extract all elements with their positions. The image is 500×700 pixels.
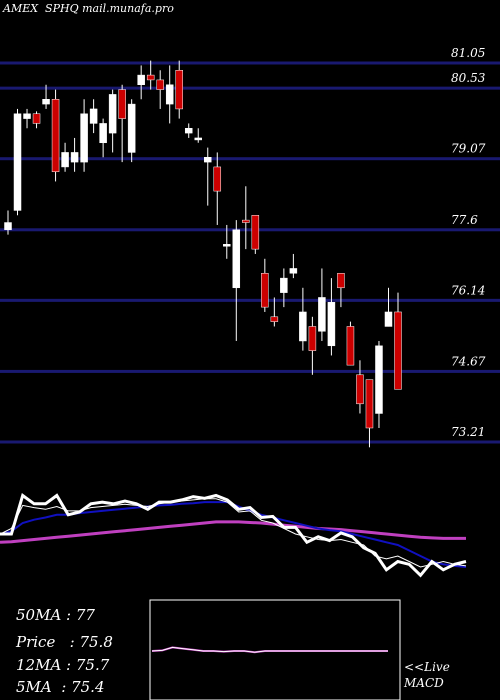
candle-body [108,94,117,134]
candle-body [194,137,202,141]
candle-body [346,326,355,366]
price-level-label: 76.14 [451,283,485,297]
site-label: mail.munafa.pro [82,2,174,15]
price-gridline [0,86,500,90]
ma5-label: 5MA : 75.4 [16,678,105,696]
macd-line [151,646,388,653]
candle-body [251,215,260,250]
candle-body [365,379,374,429]
candle-body [299,311,307,342]
ma12-label: 12MA : 75.7 [16,656,110,674]
candle-body [137,74,145,86]
chart-header: AMEX SPHQ mail.munafa.pro [3,2,174,15]
candle-body [356,374,364,405]
price-gridline [0,228,500,232]
candle-body [337,273,345,289]
price-level-label: 81.05 [451,46,485,60]
candle-body [89,108,98,124]
candle-body [213,166,222,192]
candle-body [127,103,136,153]
candle-body [261,273,269,308]
candle-body [99,123,107,144]
candle-body [13,113,22,211]
price-gridline [0,61,500,65]
candle-body [42,99,50,105]
candle-body [146,74,155,81]
price-level-label: 80.53 [451,71,486,85]
candle-body [232,229,241,289]
macd-label: MACD [404,676,444,690]
candle-body [32,113,41,124]
candle-body [375,345,383,414]
candle-body [318,297,326,332]
price-level-label: 74.67 [451,354,486,368]
candle-body [156,79,164,90]
ma-long-line [0,520,466,544]
ma-short-line [0,498,467,568]
live-label: <<Live [404,660,450,674]
candle-body [384,311,393,327]
candle-body [165,84,174,105]
candle-body [308,326,317,351]
candle-body [289,268,298,274]
price-gridline [0,369,500,373]
candle-body [4,222,12,231]
candle-body [394,311,402,390]
candle-body [223,244,231,247]
candle-body [61,152,69,168]
price-gridline [0,298,500,302]
candle-body [23,113,31,119]
price-level-label: 79.07 [451,142,486,156]
price-gridline [0,440,500,444]
macd-box [149,599,401,700]
candle-body [327,302,336,347]
ma50-label: 50MA : 77 [16,606,95,624]
candle-body [175,70,183,110]
price-gridline [0,157,500,161]
ticker-label: AMEX SPHQ [3,2,79,15]
candle-body [270,316,279,322]
candle-body [51,99,60,173]
candle-body [242,219,250,223]
candle-body [280,277,288,293]
price-level-label: 77.6 [451,213,478,227]
candle-body [204,157,212,163]
price-line [0,493,467,578]
candle-body [70,152,79,163]
candle-body [80,113,88,163]
price-level-label: 73.21 [451,425,485,439]
price-label: Price : 75.8 [16,633,113,651]
candle-body [118,89,126,119]
candle-body [184,128,193,134]
